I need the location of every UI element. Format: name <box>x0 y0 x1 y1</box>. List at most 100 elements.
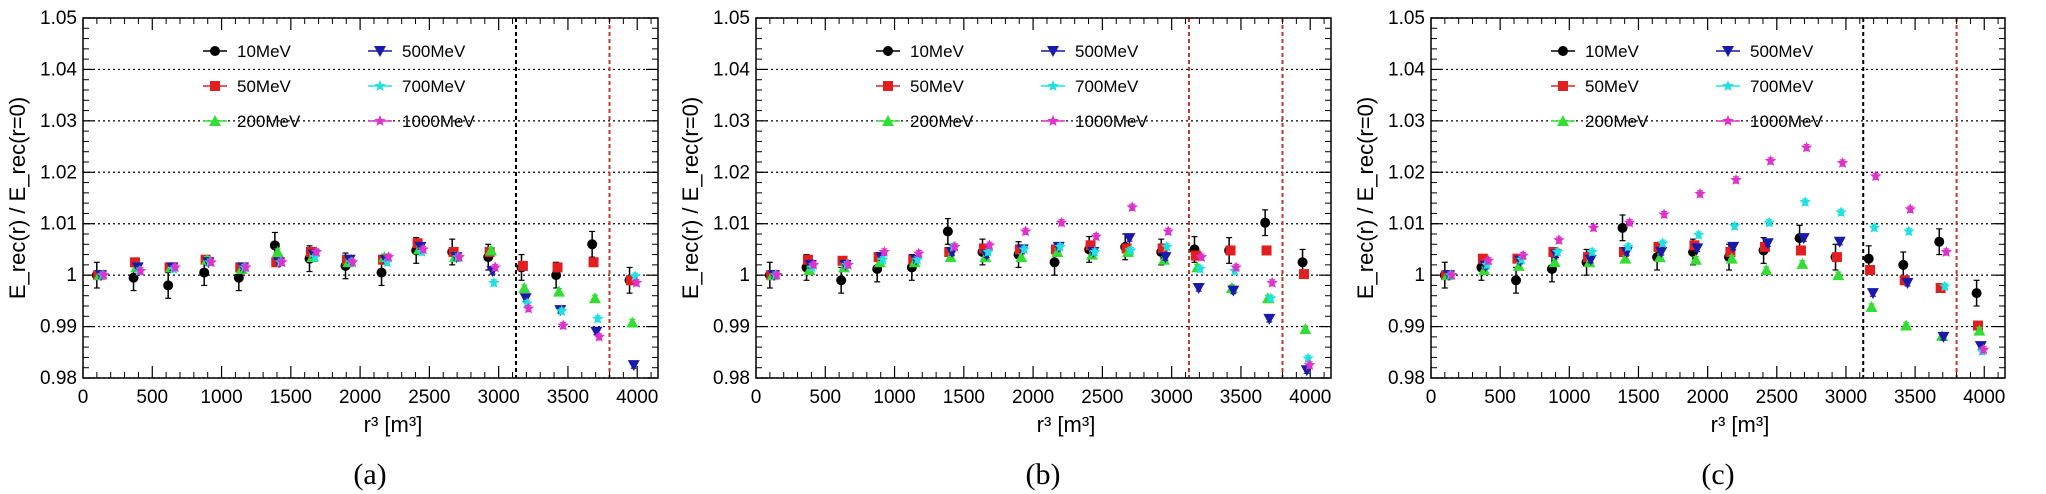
x-tick-label: 1500 <box>1617 387 1659 408</box>
data-point <box>552 262 563 273</box>
data-point <box>309 251 321 262</box>
data-point <box>1299 323 1312 335</box>
data-point <box>590 326 603 338</box>
x-tick-label: 2000 <box>339 387 381 408</box>
x-tick-label: 1000 <box>1548 387 1590 408</box>
legend-label: 700MeV <box>402 77 466 96</box>
data-point <box>1939 280 1951 292</box>
data-point <box>1477 253 1488 264</box>
data-point <box>1049 257 1060 268</box>
data-point <box>1225 245 1236 256</box>
x-tick-label: 1500 <box>943 387 985 408</box>
data-point <box>978 243 989 254</box>
series-1000MeV <box>771 201 1316 370</box>
data-point <box>1265 292 1277 304</box>
data-point <box>1159 252 1172 264</box>
panel-caption: (a) <box>353 458 386 491</box>
data-point <box>453 251 465 262</box>
data-point <box>1622 240 1634 252</box>
data-point <box>1553 234 1565 246</box>
x-tick-label: 2000 <box>1686 387 1728 408</box>
data-point <box>1018 243 1030 255</box>
data-point <box>1511 275 1522 286</box>
data-point <box>1935 283 1946 293</box>
data-point <box>1157 243 1168 254</box>
chart-panel-3: 0.98 0.99 1 1.01 1.02 1.03 1.04 1.05 0 500 1000 150… <box>1353 8 2006 491</box>
data-point <box>1730 174 1742 185</box>
data-point <box>1623 216 1636 228</box>
data-point <box>1122 246 1135 257</box>
data-point <box>1266 276 1278 288</box>
data-point <box>1901 277 1914 289</box>
data-point <box>1973 324 1986 336</box>
data-point <box>983 239 996 251</box>
x-tick-label: 2500 <box>408 387 450 408</box>
legend-marker-500MeV <box>374 46 386 57</box>
data-point <box>1586 246 1598 257</box>
series-500MeV <box>1442 233 1987 353</box>
data-point <box>1302 352 1314 364</box>
data-point <box>1303 359 1316 370</box>
data-point <box>98 269 110 280</box>
data-point <box>1617 222 1628 233</box>
x-tick-label: 3500 <box>1894 387 1936 408</box>
data-point <box>1831 252 1842 263</box>
data-point <box>587 239 598 250</box>
data-point <box>1797 233 1810 245</box>
legend-label: 10MeV <box>237 42 292 61</box>
x-tick-label: 0 <box>751 387 762 408</box>
y-tick-label: 1.03 <box>40 111 77 132</box>
data-point <box>1656 237 1669 249</box>
data-point <box>346 256 359 268</box>
data-point <box>199 267 210 278</box>
y-tick-label: 0.98 <box>40 368 77 389</box>
legend: 10MeV 50MeV 200MeV 500MeV 700MeV 1000MeV <box>876 42 1148 131</box>
legend-label: 50MeV <box>910 77 965 96</box>
data-point <box>1298 269 1309 280</box>
y-tick-label: 1 <box>66 265 77 286</box>
panel-caption: (b) <box>1026 458 1061 491</box>
legend-label: 10MeV <box>910 42 965 61</box>
legend-marker-10MeV <box>1558 46 1568 56</box>
legend-marker-50MeV <box>883 81 893 91</box>
x-tick-label: 2500 <box>1081 387 1123 408</box>
data-point <box>417 243 429 255</box>
x-tick-label: 0 <box>1426 387 1437 408</box>
chart-panel-2: 0.98 0.99 1 1.01 1.02 1.03 1.04 1.05 0 500 1000 150… <box>678 8 1332 491</box>
legend-marker-200MeV <box>1557 115 1569 126</box>
data-point <box>1900 319 1913 331</box>
y-tick-label: 0.98 <box>713 368 750 389</box>
data-point <box>911 253 924 265</box>
data-point <box>381 256 393 268</box>
data-point <box>1126 201 1138 213</box>
data-point <box>629 270 641 282</box>
data-point <box>310 246 323 257</box>
y-tick-label: 1.02 <box>40 162 77 183</box>
y-tick-label: 0.99 <box>1388 317 1425 338</box>
data-point <box>1551 246 1564 257</box>
plot-frame <box>755 17 1332 379</box>
data-point <box>1725 252 1738 264</box>
x-tick-label: 4000 <box>1963 387 2005 408</box>
legend-label: 10MeV <box>1585 42 1640 61</box>
data-point <box>169 261 181 273</box>
data-point <box>1089 246 1101 257</box>
data-point <box>1971 288 1982 299</box>
y-tick-label: 1 <box>1414 265 1425 286</box>
data-point <box>448 247 459 257</box>
legend-marker-200MeV <box>882 115 894 126</box>
data-point <box>1297 257 1308 268</box>
data-point <box>129 257 140 268</box>
data-point <box>1977 343 1990 355</box>
data-point <box>627 360 640 372</box>
data-point <box>1694 187 1706 199</box>
data-point <box>1973 320 1984 331</box>
y-tick-label: 1.03 <box>1388 111 1425 132</box>
legend-marker-700MeV <box>374 80 386 91</box>
chart-panel-1: 0.98 0.99 1 1.01 1.02 1.03 1.04 1.05 0 500 1000 150… <box>5 8 659 491</box>
y-tick-label: 1.05 <box>40 8 77 29</box>
data-point <box>488 276 500 288</box>
data-point <box>1230 261 1242 273</box>
data-point <box>1795 245 1806 256</box>
legend-label: 200MeV <box>1585 112 1649 131</box>
